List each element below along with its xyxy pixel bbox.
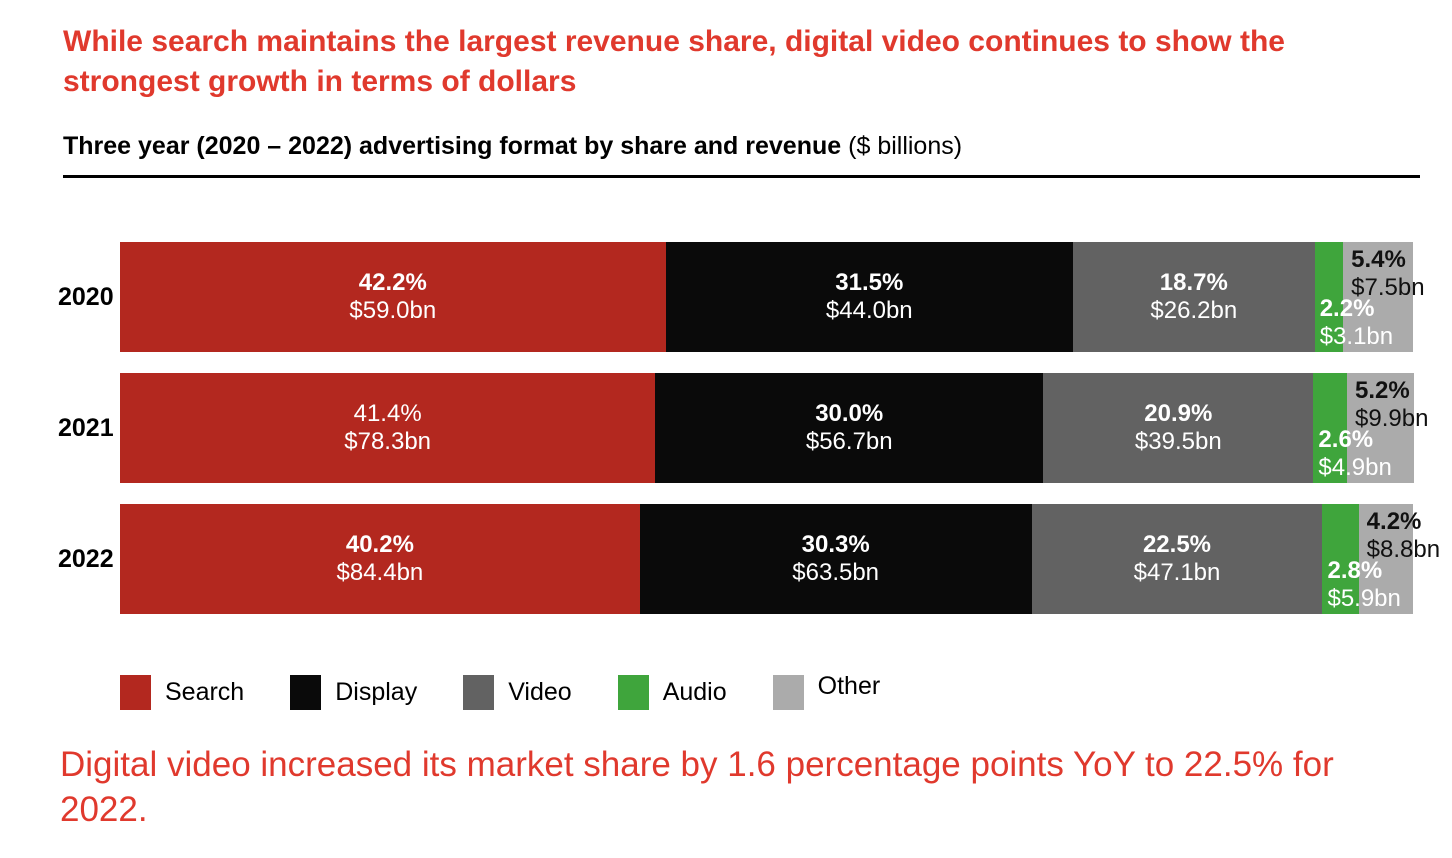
stacked-bar-2020: 42.2% $59.0bn 31.5% $44.0bn 18.7% $26.2bn 2.2%…	[120, 242, 1425, 352]
segment-label: 40.2% $84.4bn	[337, 531, 424, 587]
segment-pct-label: 5.2%	[1355, 377, 1410, 404]
segment-pct-label: 4.2%	[1366, 508, 1422, 535]
bar-segment-audio-2022: 2.8% $5.9bn	[1322, 504, 1401, 614]
segment-label: 20.9% $39.5bn	[1135, 400, 1222, 456]
segment-value-label: $8.8bn	[1366, 536, 1441, 563]
legend-swatch-video	[463, 675, 495, 710]
divider-line	[63, 175, 1420, 178]
segment-value-label: $59.0bn	[349, 297, 437, 324]
legend-label: Other	[817, 672, 881, 700]
bar-segment-audio-2020: 2.2% $3.1bn	[1314, 242, 1393, 352]
stacked-bar-2022: 40.2% $84.4bn 30.3% $63.5bn 22.5% $47.1bn 2.8%…	[120, 504, 1440, 614]
segment-pct-label: 40.2%	[345, 531, 414, 558]
year-label-2022: 2022	[58, 545, 114, 573]
bar-segment-other-2022: 4.2% $8.8bn	[1358, 504, 1440, 614]
segment-value-label: $7.5bn	[1351, 274, 1425, 301]
stacked-bar-2021: 41.4% $78.3bn 30.0% $56.7bn 20.9% $39.5bn 2.6%…	[120, 373, 1428, 483]
legend-item-video: Video	[463, 675, 572, 710]
segment-label: 18.7% $26.2bn	[1150, 269, 1237, 325]
segment-value-label: $26.2bn	[1150, 297, 1238, 324]
segment-pct-label: 5.4%	[1351, 246, 1406, 273]
segment-pct-label: 30.0%	[815, 400, 884, 427]
year-label-2021: 2021	[58, 414, 114, 442]
segment-value-label: $63.5bn	[792, 559, 880, 586]
segment-pct-label: 41.4%	[353, 400, 422, 427]
segment-label: 5.4% $7.5bn	[1351, 246, 1424, 302]
bar-segment-display-2022: 30.3% $63.5bn	[639, 504, 1032, 614]
legend-label: Display	[335, 678, 418, 706]
segment-label: 30.3% $63.5bn	[792, 531, 879, 587]
bar-segment-search-2022: 40.2% $84.4bn	[120, 504, 640, 614]
chart-legend: Search Display Video Audio Other	[120, 672, 926, 710]
legend-item-other: Other	[772, 672, 880, 710]
bar-segment-search-2020: 42.2% $59.0bn	[120, 242, 666, 352]
legend-label: Video	[508, 678, 572, 706]
legend-item-display: Display	[290, 675, 417, 710]
bar-segment-display-2020: 31.5% $44.0bn	[665, 242, 1073, 352]
segment-value-label: $56.7bn	[805, 428, 893, 455]
chart-subtitle-units: ($ billions)	[848, 132, 963, 160]
chart-subtitle: Three year (2020 – 2022) advertising for…	[63, 131, 1423, 161]
legend-swatch-display	[290, 675, 322, 710]
chart-subtitle-main: Three year (2020 – 2022) advertising for…	[63, 132, 842, 160]
bar-segment-audio-2021: 2.6% $4.9bn	[1313, 373, 1392, 483]
segment-value-label: $39.5bn	[1134, 428, 1222, 455]
segment-label: 41.4% $78.3bn	[344, 400, 431, 456]
legend-swatch-other	[772, 675, 804, 710]
stacked-bar-chart: 2020 42.2% $59.0bn 31.5% $44.0bn 18.7% $26.2bn…	[0, 242, 1452, 614]
bar-segment-other-2021: 5.2% $9.9bn	[1347, 373, 1428, 483]
legend-label: Audio	[662, 678, 727, 706]
bar-row-2020: 2020 42.2% $59.0bn 31.5% $44.0bn 18.7% $26.2bn…	[0, 242, 1452, 352]
year-label-2020: 2020	[58, 283, 114, 311]
legend-swatch-search	[120, 675, 151, 710]
segment-pct-label: 30.3%	[801, 531, 870, 558]
segment-value-label: $84.4bn	[336, 559, 424, 586]
bar-segment-display-2021: 30.0% $56.7bn	[655, 373, 1044, 483]
segment-label: 30.0% $56.7bn	[806, 400, 893, 456]
legend-label: Search	[165, 678, 245, 706]
chart-takeaway: Digital video increased its market share…	[60, 745, 1334, 829]
legend-swatch-audio	[617, 675, 649, 710]
segment-pct-label: 31.5%	[835, 269, 904, 296]
bar-segment-other-2020: 5.4% $7.5bn	[1343, 242, 1425, 352]
segment-value-label: $44.0bn	[825, 297, 913, 324]
segment-pct-label: 18.7%	[1159, 269, 1228, 296]
legend-item-search: Search	[120, 675, 244, 710]
segment-value-label: $47.1bn	[1133, 559, 1221, 586]
segment-pct-label: 42.2%	[358, 269, 427, 296]
bar-segment-search-2021: 41.4% $78.3bn	[120, 373, 656, 483]
segment-value-label: $9.9bn	[1355, 405, 1429, 432]
chart-headline: While search maintains the largest reven…	[63, 25, 1285, 98]
segment-label: 31.5% $44.0bn	[826, 269, 913, 325]
segment-label: 42.2% $59.0bn	[349, 269, 436, 325]
segment-label: 5.2% $9.9bn	[1355, 377, 1428, 433]
bar-segment-video-2022: 22.5% $47.1bn	[1031, 504, 1323, 614]
segment-pct-label: 20.9%	[1144, 400, 1213, 427]
segment-value-label: $78.3bn	[344, 428, 432, 455]
bar-row-2021: 2021 41.4% $78.3bn 30.0% $56.7bn 20.9% $39.5bn…	[0, 373, 1452, 483]
segment-label: 4.2% $8.8bn	[1367, 508, 1440, 564]
legend-item-audio: Audio	[617, 675, 727, 710]
segment-label: 22.5% $47.1bn	[1134, 531, 1221, 587]
segment-pct-label: 22.5%	[1142, 531, 1212, 558]
bar-segment-video-2021: 20.9% $39.5bn	[1043, 373, 1314, 483]
bar-segment-video-2020: 18.7% $26.2bn	[1072, 242, 1315, 352]
bar-row-2022: 2022 40.2% $84.4bn 30.3% $63.5bn 22.5% $47.1bn…	[0, 504, 1452, 614]
